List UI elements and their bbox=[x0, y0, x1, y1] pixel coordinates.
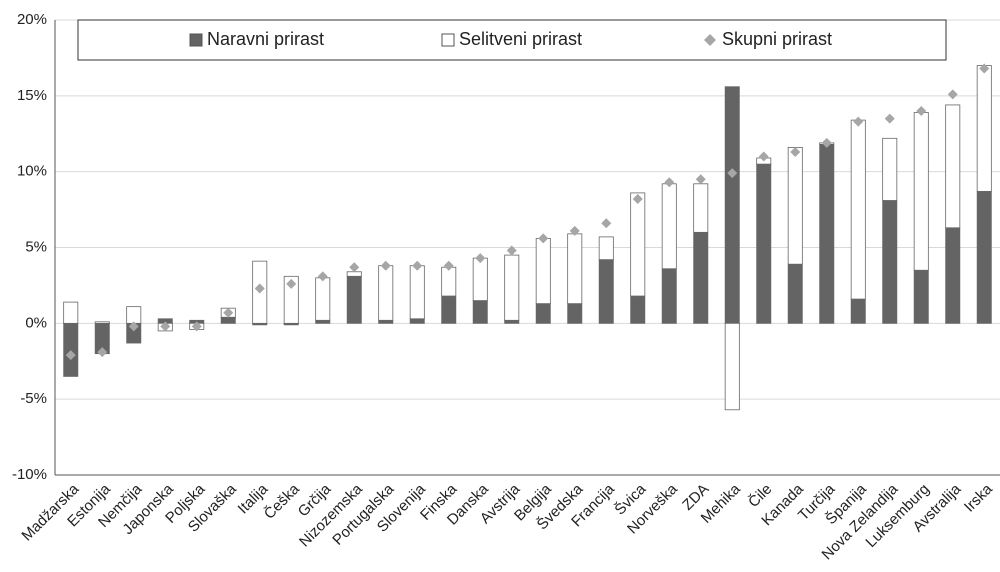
total-marker bbox=[569, 225, 580, 236]
legend-swatch bbox=[189, 33, 203, 47]
total-marker bbox=[884, 113, 895, 124]
bar-segment bbox=[819, 143, 835, 324]
bar-segment bbox=[850, 119, 866, 300]
total-marker bbox=[790, 146, 801, 157]
y-tick-label: 5% bbox=[25, 238, 47, 255]
bar-segment bbox=[913, 269, 929, 324]
y-tick-label: 0% bbox=[25, 314, 47, 331]
y-tick-label: 15% bbox=[17, 87, 47, 104]
total-marker bbox=[758, 151, 769, 162]
bar-segment bbox=[504, 254, 520, 321]
bar-segment bbox=[346, 275, 362, 324]
legend-swatch bbox=[441, 33, 455, 47]
total-marker bbox=[443, 260, 454, 271]
bar-segment bbox=[94, 321, 110, 324]
bar-segment bbox=[315, 277, 331, 321]
bar-segment bbox=[787, 263, 803, 324]
total-marker bbox=[601, 218, 612, 229]
bar-segment bbox=[535, 303, 551, 324]
total-marker bbox=[412, 260, 423, 271]
bar-segment bbox=[220, 316, 236, 324]
x-tick-label: Irska bbox=[961, 480, 996, 515]
bar-segment bbox=[63, 322, 79, 377]
y-tick-label: 10% bbox=[17, 163, 47, 180]
y-tick-label: -5% bbox=[20, 390, 47, 407]
total-marker bbox=[286, 278, 297, 289]
total-marker bbox=[475, 253, 486, 264]
total-marker bbox=[97, 347, 108, 358]
total-marker bbox=[254, 283, 265, 294]
bar-segment bbox=[976, 65, 992, 192]
bar-segment bbox=[945, 227, 961, 324]
bar-segment bbox=[630, 192, 646, 297]
total-marker bbox=[160, 321, 171, 332]
total-marker bbox=[947, 89, 958, 100]
total-marker bbox=[538, 233, 549, 244]
total-marker bbox=[128, 321, 139, 332]
bar-segment bbox=[409, 265, 425, 320]
bar-segment bbox=[441, 266, 457, 297]
bar-segment bbox=[409, 318, 425, 324]
bar-segment bbox=[378, 265, 394, 321]
total-marker bbox=[916, 106, 927, 116]
bar-segment bbox=[567, 233, 583, 305]
legend-label: Naravni prirast bbox=[207, 29, 324, 49]
bar-segment bbox=[126, 306, 142, 324]
bar-segment bbox=[598, 259, 614, 324]
total-marker bbox=[223, 307, 234, 318]
bar-segment bbox=[882, 137, 898, 201]
bar-segment bbox=[535, 237, 551, 305]
legend-label: Selitveni prirast bbox=[459, 29, 582, 49]
bar-segment bbox=[441, 295, 457, 324]
bar-segment bbox=[913, 112, 929, 271]
bar-segment bbox=[661, 183, 677, 270]
bar-segment bbox=[882, 200, 898, 324]
legend-box bbox=[77, 19, 947, 61]
bar-segment bbox=[945, 104, 961, 229]
y-tick-label: 20% bbox=[17, 11, 47, 28]
bar-segment bbox=[315, 319, 331, 324]
total-marker bbox=[349, 262, 360, 273]
total-marker bbox=[695, 174, 706, 185]
bar-segment bbox=[504, 319, 520, 324]
bar-segment bbox=[661, 268, 677, 324]
bar-segment bbox=[567, 303, 583, 324]
bar-segment bbox=[724, 86, 740, 324]
bar-segment bbox=[283, 275, 299, 324]
legend-swatch bbox=[704, 34, 716, 46]
bar-segment bbox=[850, 298, 866, 324]
total-marker bbox=[821, 137, 832, 148]
total-marker bbox=[65, 350, 76, 361]
bar-segment bbox=[63, 301, 79, 324]
bar-segment bbox=[346, 271, 362, 277]
y-tick-label: -10% bbox=[12, 466, 47, 483]
bar-segment bbox=[378, 319, 394, 324]
bar-segment bbox=[472, 300, 488, 324]
bar-segment bbox=[787, 146, 803, 265]
total-marker bbox=[853, 116, 864, 127]
x-tick-label: Češka bbox=[261, 480, 304, 523]
legend-label: Skupni prirast bbox=[722, 29, 832, 49]
total-marker bbox=[506, 245, 517, 256]
bar-segment bbox=[693, 231, 709, 324]
bar-segment bbox=[630, 295, 646, 324]
total-marker bbox=[380, 260, 391, 271]
total-marker bbox=[979, 63, 990, 74]
bar-segment bbox=[598, 236, 614, 261]
bar-segment bbox=[693, 183, 709, 233]
bar-segment bbox=[756, 163, 772, 324]
total-marker bbox=[191, 321, 202, 332]
bar-segment bbox=[724, 322, 740, 411]
total-marker bbox=[727, 168, 738, 179]
bar-segment bbox=[976, 190, 992, 324]
total-marker bbox=[317, 271, 328, 282]
bar-segment bbox=[472, 257, 488, 301]
total-marker bbox=[664, 177, 675, 188]
total-marker bbox=[632, 193, 643, 204]
